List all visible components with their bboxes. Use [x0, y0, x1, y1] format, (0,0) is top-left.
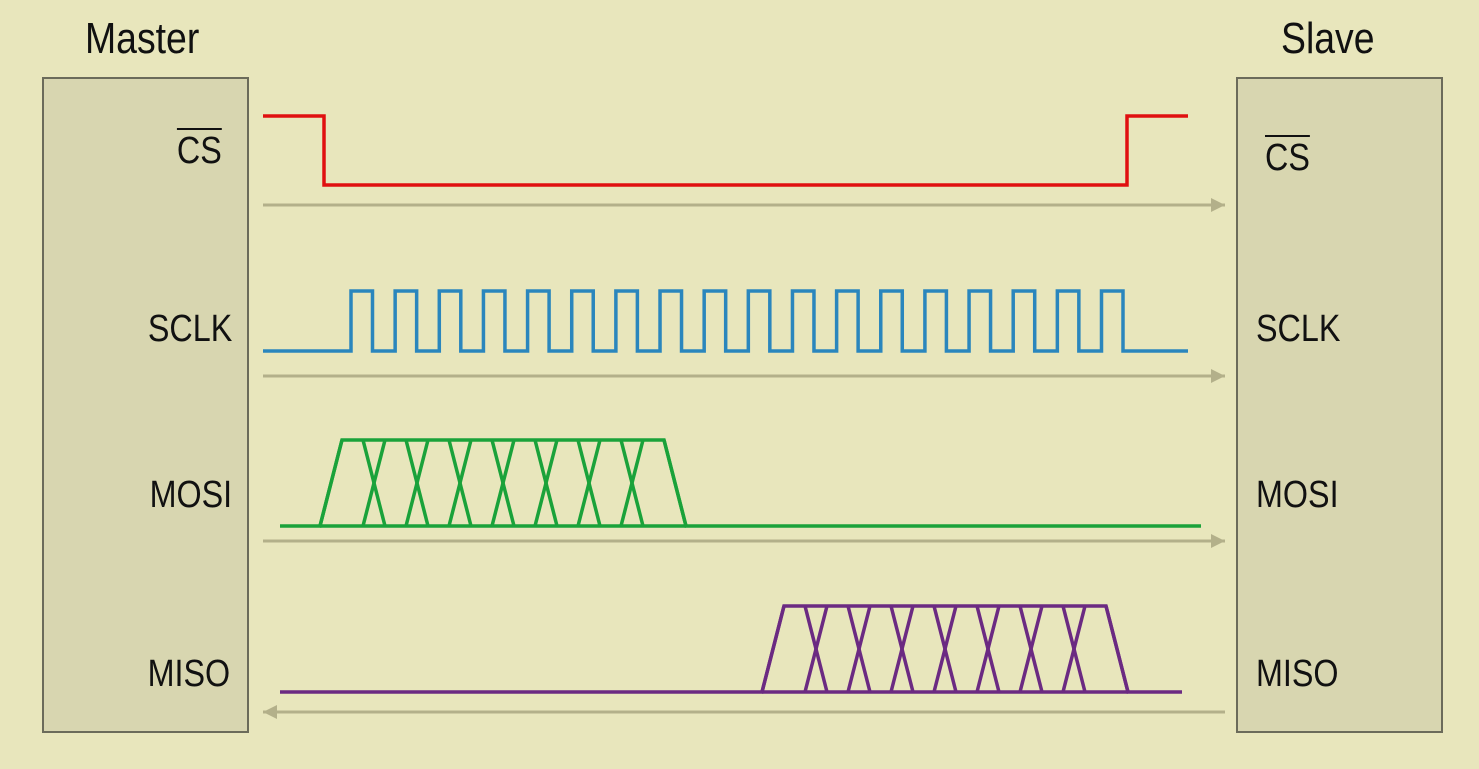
master-miso-label: MISO — [147, 653, 230, 695]
sclk-waveform — [263, 289, 1188, 353]
slave-miso-label: MISO — [1256, 653, 1339, 695]
mosi-transition — [662, 439, 688, 527]
miso-transition — [760, 605, 786, 693]
miso-transition — [975, 605, 1001, 693]
mosi-transition — [576, 439, 602, 527]
mosi-transition — [361, 439, 387, 527]
master-mosi-label: MOSI — [149, 474, 232, 516]
slave-title: Slave — [1281, 14, 1375, 63]
mosi-transition — [619, 439, 645, 527]
master-cs-label: CS — [177, 130, 222, 172]
miso-transition — [1018, 605, 1044, 693]
mosi-transition — [447, 439, 473, 527]
mosi-waveform-upper — [280, 438, 1201, 528]
cs-arrow-head-icon — [1211, 198, 1225, 212]
mosi-transition — [490, 439, 516, 527]
miso-transition — [932, 605, 958, 693]
mosi-transition — [533, 439, 559, 527]
miso-waveform-upper — [280, 604, 1182, 694]
miso-transition — [846, 605, 872, 693]
slave-box — [1236, 77, 1443, 733]
mosi-transition — [318, 439, 344, 527]
master-sclk-label: SCLK — [147, 308, 232, 350]
mosi-arrow-head-icon — [1211, 534, 1225, 548]
slave-sclk-label: SCLK — [1256, 308, 1341, 350]
cs-waveform — [263, 114, 1188, 187]
miso-transition — [889, 605, 915, 693]
miso-arrow-head-icon — [263, 705, 277, 719]
sclk-arrow-head-icon — [1211, 369, 1225, 383]
slave-mosi-label: MOSI — [1256, 474, 1339, 516]
mosi-transition — [404, 439, 430, 527]
miso-transition — [803, 605, 829, 693]
miso-transition — [1104, 605, 1130, 693]
master-box — [42, 77, 249, 733]
slave-cs-label: CS — [1265, 137, 1310, 179]
master-title: Master — [85, 14, 200, 63]
miso-transition — [1061, 605, 1087, 693]
